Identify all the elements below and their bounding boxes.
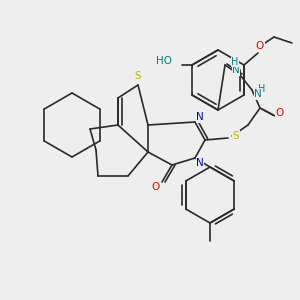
Text: S: S (135, 71, 141, 81)
Text: O: O (276, 108, 284, 118)
Text: H: H (231, 57, 239, 67)
Text: N: N (254, 89, 262, 99)
Text: O: O (256, 41, 264, 51)
Text: H: H (258, 84, 266, 94)
Text: N: N (196, 158, 204, 168)
Text: O: O (151, 182, 159, 192)
Text: N: N (196, 112, 204, 122)
Text: HO: HO (156, 56, 172, 66)
Text: S: S (233, 131, 239, 141)
Text: N: N (232, 65, 240, 75)
